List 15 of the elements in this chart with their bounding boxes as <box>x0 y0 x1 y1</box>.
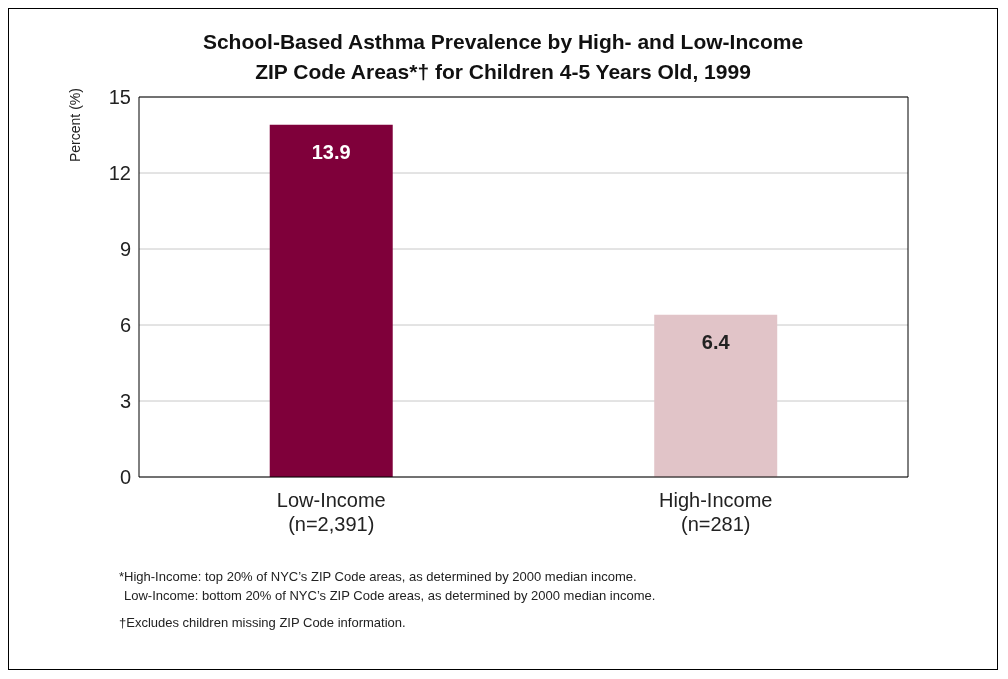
y-tick-label: 3 <box>119 390 131 413</box>
y-tick-label: 0 <box>119 466 131 489</box>
y-axis-title: Percent (%) <box>66 88 83 162</box>
text: *High-Income: top 20% of NYC’s ZIP Code areas, as determined by 2000 median income. <box>119 568 638 586</box>
text: †Excludes children missing ZIP Code information. <box>119 614 407 632</box>
data-label: 6.4 <box>701 330 731 353</box>
y-tick-label: 12 <box>108 162 131 185</box>
x-tick-label: Low-Income (n=2,391) <box>276 489 386 535</box>
y-tick-label: 15 <box>108 86 131 109</box>
text: Low-Income: bottom 20% of NYC’s ZIP Code areas, as determined by 2000 median income. <box>123 587 657 605</box>
x-tick-label: High-Income (n=281) <box>659 489 773 535</box>
y-tick-label: 9 <box>119 238 131 261</box>
chart-title: School-Based Asthma Prevalence by High- and Low-Income ZIP Code Areas*† for Children 4-5 Years Old, 1999 <box>201 29 805 85</box>
data-label: 13.9 <box>311 140 351 163</box>
y-tick-label: 6 <box>119 314 131 337</box>
